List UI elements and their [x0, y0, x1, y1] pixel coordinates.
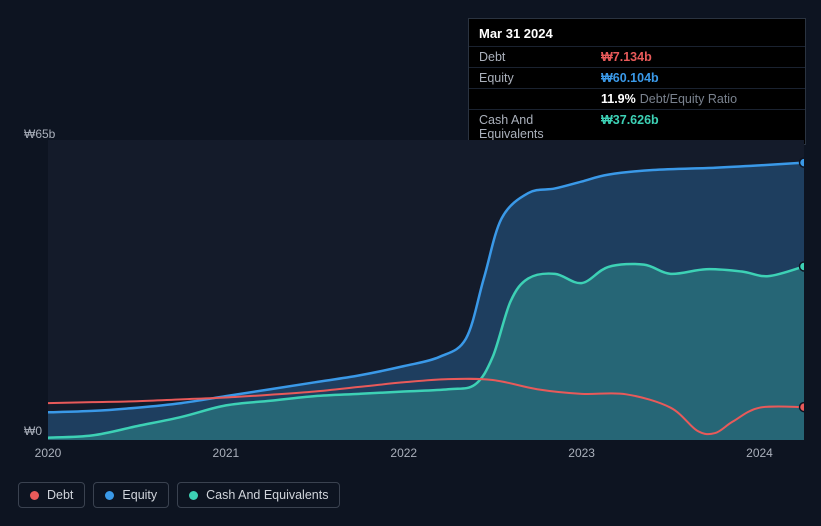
legend-dot-icon: [105, 491, 114, 500]
x-tick: 2020: [35, 446, 62, 460]
x-tick: 2021: [213, 446, 240, 460]
legend-dot-icon: [30, 491, 39, 500]
tooltip-equity-value: ₩60.104b: [601, 71, 659, 85]
tooltip-row-debt: Debt ₩7.134b: [469, 46, 805, 67]
chart-tooltip: Mar 31 2024 Debt ₩7.134b Equity ₩60.104b…: [468, 18, 806, 145]
cash-end-marker: [800, 262, 805, 271]
x-tick: 2024: [746, 446, 773, 460]
legend-item-equity[interactable]: Equity: [93, 482, 169, 508]
tooltip-equity-label: Equity: [479, 71, 601, 85]
x-axis: 20202021202220232024: [48, 446, 804, 466]
chart-legend: Debt Equity Cash And Equivalents: [18, 482, 340, 508]
tooltip-ratio-label: Debt/Equity Ratio: [640, 92, 737, 106]
legend-dot-icon: [189, 491, 198, 500]
tooltip-debt-value: ₩7.134b: [601, 50, 652, 64]
x-tick: 2023: [568, 446, 595, 460]
y-axis-label-min: ₩0: [24, 424, 42, 438]
legend-label: Debt: [47, 488, 73, 502]
tooltip-ratio-spacer: [479, 92, 601, 106]
chart-svg[interactable]: [48, 140, 804, 440]
legend-item-cash[interactable]: Cash And Equivalents: [177, 482, 340, 508]
equity-end-marker: [800, 158, 805, 167]
legend-label: Cash And Equivalents: [206, 488, 328, 502]
tooltip-date: Mar 31 2024: [469, 19, 805, 46]
y-axis-label-max: ₩65b: [24, 127, 55, 141]
legend-item-debt[interactable]: Debt: [18, 482, 85, 508]
tooltip-ratio-value: 11.9%: [601, 92, 636, 106]
tooltip-row-ratio: 11.9% Debt/Equity Ratio: [469, 88, 805, 109]
tooltip-row-equity: Equity ₩60.104b: [469, 67, 805, 88]
x-tick: 2022: [390, 446, 417, 460]
chart-area: ₩65b ₩0 2020 2021 2022 2023 2024: [0, 128, 821, 468]
debt-end-marker: [800, 403, 805, 412]
legend-label: Equity: [122, 488, 157, 502]
tooltip-debt-label: Debt: [479, 50, 601, 64]
